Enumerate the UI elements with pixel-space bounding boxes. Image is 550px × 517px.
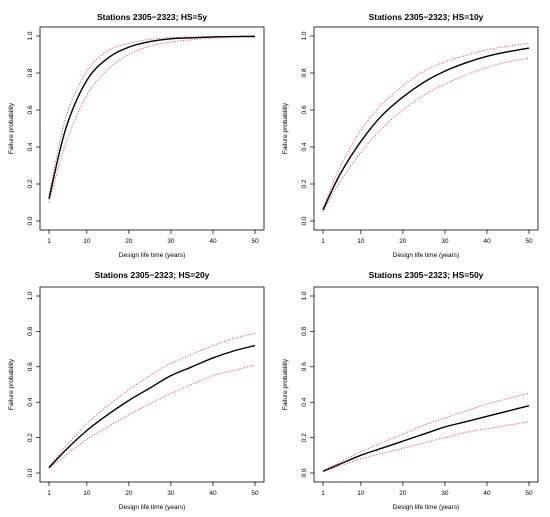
- y-tick-label: 0.0: [27, 468, 34, 477]
- y-tick-label: 0.6: [301, 105, 308, 114]
- series-line-upper-bound: [48, 35, 256, 196]
- y-tick-label: 0.6: [301, 362, 308, 371]
- y-axis-label: Failure probability: [8, 358, 15, 410]
- plot-frame: [313, 286, 539, 483]
- series-line-lower-bound: [322, 421, 530, 473]
- panel-hs-10y: Stations 2305−2323; HS=10y Design life t…: [282, 12, 539, 259]
- x-tick-label: 30: [167, 238, 175, 245]
- y-tick-label: 0.0: [301, 468, 308, 477]
- x-axis-label: Design life time (years): [393, 252, 459, 259]
- y-tick-label: 0.2: [301, 179, 308, 188]
- series-line-lower-bound: [48, 36, 256, 203]
- x-tick-label: 40: [483, 490, 491, 497]
- x-tick-label: 30: [167, 490, 175, 497]
- y-tick-label: 0.4: [301, 142, 308, 151]
- series-line-upper-bound: [48, 332, 256, 468]
- x-tick-label: 30: [441, 238, 449, 245]
- y-tick-label: 1.0: [27, 31, 34, 40]
- panel-title: Stations 2305−2323; HS=50y: [369, 270, 484, 280]
- y-tick-label: 0.6: [27, 105, 34, 114]
- panel-hs-5y: Stations 2305−2323; HS=5y Design life ti…: [8, 12, 265, 259]
- plot-frame: [313, 26, 539, 231]
- x-tick-label: 40: [483, 238, 491, 245]
- series-line-estimate: [322, 47, 530, 211]
- x-tick-label: 20: [399, 490, 407, 497]
- y-axis-label: Failure probability: [8, 102, 15, 154]
- y-tick-label: 1.0: [27, 291, 34, 300]
- y-tick-label: 0.4: [27, 142, 34, 151]
- x-tick-label: 1: [321, 490, 325, 497]
- y-axis-label: Failure probability: [282, 358, 289, 410]
- x-tick-label: 10: [83, 238, 91, 245]
- series-line-estimate: [48, 35, 256, 199]
- panel-hs-50y: Stations 2305−2323; HS=50y Design life t…: [282, 270, 539, 511]
- x-tick-label: 20: [399, 238, 407, 245]
- y-tick-label: 1.0: [301, 31, 308, 40]
- y-tick-label: 0.8: [27, 327, 34, 336]
- y-tick-label: 1.0: [301, 291, 308, 300]
- series-line-upper-bound: [322, 42, 530, 209]
- series-line-lower-bound: [48, 364, 256, 469]
- x-tick-label: 50: [251, 238, 259, 245]
- y-tick-label: 0.2: [27, 433, 34, 442]
- y-tick-label: 0.8: [301, 68, 308, 77]
- x-tick-label: 50: [525, 238, 533, 245]
- x-axis-label: Design life time (years): [393, 504, 459, 511]
- y-tick-label: 0.4: [27, 397, 34, 406]
- y-tick-label: 0.8: [27, 68, 34, 77]
- panel-hs-20y: Stations 2305−2323; HS=20y Design life t…: [8, 270, 265, 511]
- x-tick-label: 10: [357, 490, 365, 497]
- y-tick-label: 0.0: [301, 216, 308, 225]
- x-tick-label: 20: [125, 490, 133, 497]
- x-tick-label: 1: [47, 490, 51, 497]
- x-tick-label: 40: [209, 238, 217, 245]
- x-axis-label: Design life time (years): [119, 252, 185, 259]
- y-tick-label: 0.2: [301, 433, 308, 442]
- x-tick-label: 50: [251, 490, 259, 497]
- y-tick-label: 0.6: [27, 362, 34, 371]
- x-tick-label: 50: [525, 490, 533, 497]
- y-tick-label: 0.0: [27, 216, 34, 225]
- panel-title: Stations 2305−2323; HS=20y: [95, 270, 210, 280]
- plot-frame: [39, 26, 265, 231]
- y-tick-label: 0.4: [301, 397, 308, 406]
- panel-title: Stations 2305−2323; HS=5y: [97, 12, 207, 22]
- y-axis-label: Failure probability: [282, 102, 289, 154]
- series-line-estimate: [322, 405, 530, 472]
- x-axis-label: Design life time (years): [119, 504, 185, 511]
- x-tick-label: 1: [321, 238, 325, 245]
- x-tick-label: 40: [209, 490, 217, 497]
- x-tick-label: 10: [83, 490, 91, 497]
- panel-title: Stations 2305−2323; HS=10y: [369, 12, 484, 22]
- series-line-lower-bound: [322, 57, 530, 212]
- plot-frame: [39, 286, 265, 483]
- series-line-upper-bound: [322, 392, 530, 472]
- series-line-estimate: [48, 344, 256, 469]
- y-tick-label: 0.2: [27, 179, 34, 188]
- x-tick-label: 1: [47, 238, 51, 245]
- y-tick-label: 0.8: [301, 327, 308, 336]
- x-tick-label: 30: [441, 490, 449, 497]
- x-tick-label: 10: [357, 238, 365, 245]
- x-tick-label: 20: [125, 238, 133, 245]
